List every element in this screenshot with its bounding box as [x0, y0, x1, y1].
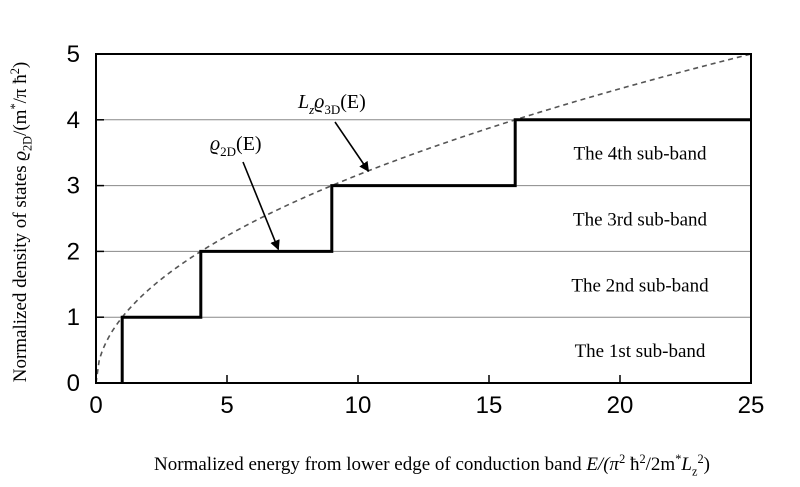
x-tick-label: 15 [476, 392, 503, 419]
x-tick-label: 25 [738, 392, 765, 419]
band-label: The 2nd sub-band [571, 275, 709, 296]
band-label: The 4th sub-band [574, 144, 707, 165]
y-tick-label: 5 [67, 41, 80, 68]
x-tick-label: 20 [607, 392, 634, 419]
step-density-line [120, 118, 751, 383]
text-layer: 0 5 10 15 20 25 0 1 2 3 4 5 The 1st sub-band The 2nd … [8, 41, 765, 479]
y-tick-label: 2 [67, 238, 80, 265]
band-label: The 1st sub-band [575, 341, 706, 362]
x-axis-title: Normalized energy from lower edge of con… [154, 452, 710, 479]
x-tick-label: 0 [89, 392, 102, 419]
band-label: The 3rd sub-band [573, 210, 708, 231]
annotation-label-3d: Lzϱ3D(E) [297, 91, 366, 117]
y-tick-label: 4 [67, 107, 80, 134]
annotation-label-2d: ϱ2D(E) [210, 133, 262, 159]
axis-ticks [95, 53, 752, 384]
y-tick-label: 3 [67, 173, 80, 200]
plot-frame [95, 53, 752, 384]
x-tick-label: 5 [220, 392, 233, 419]
y-tick-label: 0 [67, 370, 80, 397]
bulk-density-dashed-line [95, 53, 752, 384]
annotation-arrow-2d [242, 161, 280, 251]
y-axis-title: Normalized density of states ϱ2D/(m*/π ħ… [8, 62, 35, 383]
series-layer [95, 53, 752, 384]
x-tick-label: 10 [345, 392, 372, 419]
annotation-arrow-3d [334, 121, 370, 172]
y-tick-label: 1 [67, 304, 80, 331]
